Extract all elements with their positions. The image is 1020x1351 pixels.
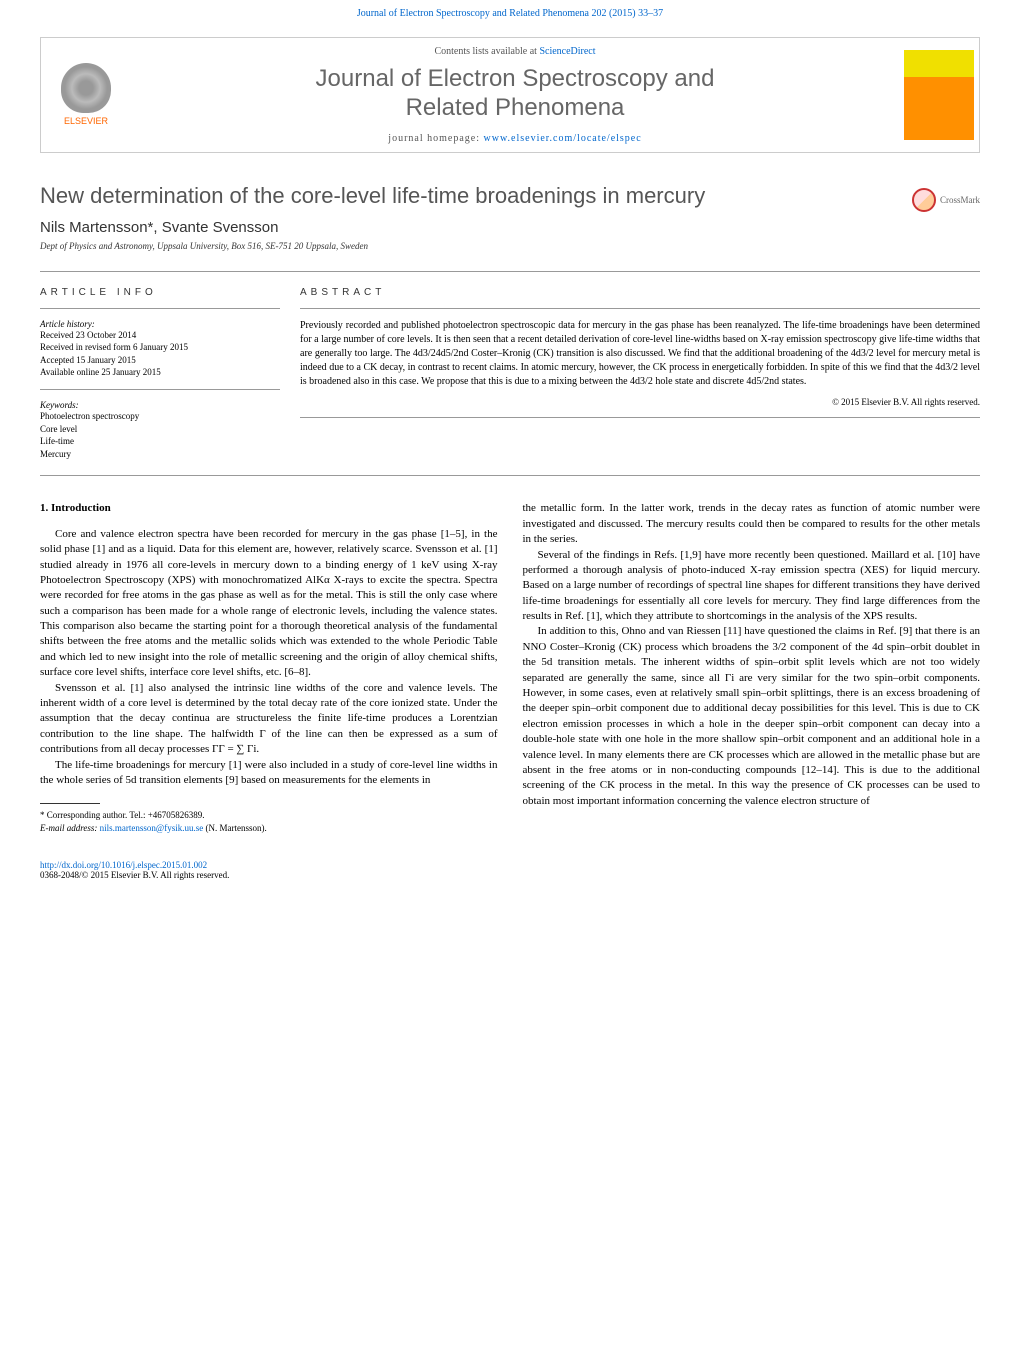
abstract-divider-bottom: [300, 417, 980, 418]
section-number: 1.: [40, 502, 48, 514]
contents-line: Contents lists available at ScienceDirec…: [139, 46, 891, 57]
abstract-copyright: © 2015 Elsevier B.V. All rights reserved…: [300, 397, 980, 407]
email-suffix: (N. Martensson).: [203, 823, 267, 833]
journal-box: ELSEVIER Contents lists available at Sci…: [40, 37, 980, 153]
footnote-email: E-mail address: nils.martensson@fysik.uu…: [40, 822, 498, 835]
section-title: Introduction: [51, 502, 111, 514]
elsevier-logo[interactable]: ELSEVIER: [41, 50, 131, 140]
sciencedirect-link[interactable]: ScienceDirect: [539, 46, 595, 57]
journal-center: Contents lists available at ScienceDirec…: [131, 38, 899, 152]
divider-mid: [40, 475, 980, 476]
abstract-text: Previously recorded and published photoe…: [300, 319, 980, 389]
col1-para-2: Svensson et al. [1] also analysed the in…: [40, 681, 498, 758]
journal-reference[interactable]: Journal of Electron Spectroscopy and Rel…: [357, 8, 663, 19]
revised-line: Received in revised form 6 January 2015: [40, 341, 280, 354]
journal-title-line2: Related Phenomena: [406, 94, 625, 121]
crossmark-icon: [912, 188, 936, 212]
keywords-label: Keywords:: [40, 400, 280, 410]
affiliation-line: Dept of Physics and Astronomy, Uppsala U…: [40, 241, 980, 251]
divider-top: [40, 271, 980, 272]
crossmark-label: CrossMark: [940, 195, 980, 205]
keyword-3: Mercury: [40, 448, 280, 461]
page-header: Journal of Electron Spectroscopy and Rel…: [0, 0, 1020, 27]
online-line: Available online 25 January 2015: [40, 366, 280, 379]
keyword-2: Life-time: [40, 435, 280, 448]
col2-para-2: Several of the findings in Refs. [1,9] h…: [523, 548, 981, 625]
issn-copyright: 0368-2048/© 2015 Elsevier B.V. All right…: [40, 870, 229, 880]
column-right: the metallic form. In the latter work, t…: [523, 501, 981, 834]
journal-cover-thumbnail[interactable]: [904, 50, 974, 140]
article-info-box: ARTICLE INFO Article history: Received 2…: [40, 287, 300, 461]
doi-link[interactable]: http://dx.doi.org/10.1016/j.elspec.2015.…: [40, 860, 207, 870]
abstract-section: ABSTRACT Previously recorded and publish…: [300, 287, 980, 461]
col1-para-3: The life-time broadenings for mercury [1…: [40, 758, 498, 789]
homepage-prefix: journal homepage:: [388, 133, 483, 144]
abstract-divider: [300, 308, 980, 309]
article-header: New determination of the core-level life…: [40, 183, 980, 209]
footnote-divider: [40, 803, 100, 804]
history-label: Article history:: [40, 319, 280, 329]
journal-title-line1: Journal of Electron Spectroscopy and: [316, 65, 715, 92]
contents-prefix: Contents lists available at: [434, 46, 539, 57]
section-heading: 1. Introduction: [40, 501, 498, 516]
keyword-1: Core level: [40, 423, 280, 436]
homepage-link[interactable]: www.elsevier.com/locate/elspec: [484, 133, 642, 144]
col2-para-1: the metallic form. In the latter work, t…: [523, 501, 981, 547]
col2-para-3: In addition to this, Ohno and van Riesse…: [523, 624, 981, 809]
email-label: E-mail address:: [40, 823, 100, 833]
footnote-corr-author: * Corresponding author. Tel.: +467058263…: [40, 809, 498, 822]
email-link[interactable]: nils.martensson@fysik.uu.se: [100, 823, 204, 833]
body-columns: 1. Introduction Core and valence electro…: [40, 501, 980, 834]
abstract-heading: ABSTRACT: [300, 287, 980, 298]
column-left: 1. Introduction Core and valence electro…: [40, 501, 498, 834]
journal-homepage: journal homepage: www.elsevier.com/locat…: [139, 133, 891, 144]
info-divider-2: [40, 389, 280, 390]
info-divider-1: [40, 308, 280, 309]
article-title: New determination of the core-level life…: [40, 183, 980, 209]
accepted-line: Accepted 15 January 2015: [40, 354, 280, 367]
info-abstract-row: ARTICLE INFO Article history: Received 2…: [40, 287, 980, 461]
article-info-heading: ARTICLE INFO: [40, 287, 280, 298]
page-footer: http://dx.doi.org/10.1016/j.elspec.2015.…: [40, 860, 980, 880]
keyword-0: Photoelectron spectroscopy: [40, 410, 280, 423]
journal-title: Journal of Electron Spectroscopy and Rel…: [139, 65, 891, 123]
elsevier-tree-icon: [61, 63, 111, 113]
received-line: Received 23 October 2014: [40, 329, 280, 342]
crossmark-badge[interactable]: CrossMark: [912, 188, 980, 212]
col1-para-1: Core and valence electron spectra have b…: [40, 527, 498, 681]
elsevier-label: ELSEVIER: [64, 116, 108, 126]
authors-line: Nils Martensson*, Svante Svensson: [40, 219, 980, 236]
